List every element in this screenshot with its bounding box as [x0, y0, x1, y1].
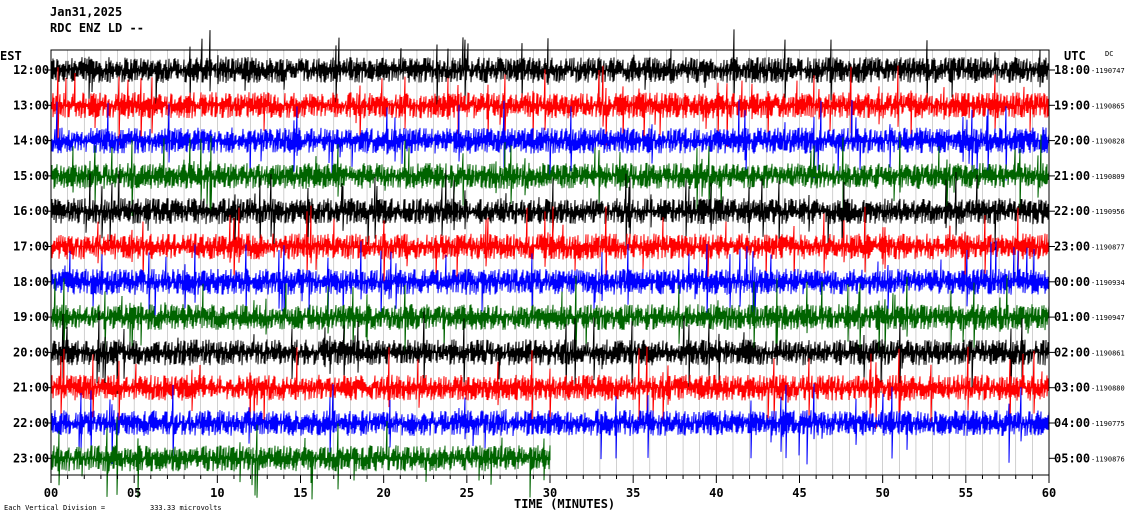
trace-row: [50, 240, 1050, 323]
left-hour-label: 22:00: [13, 416, 49, 430]
x-tick-label: 15: [293, 486, 307, 500]
scale-value: 333.33 microvolts: [150, 504, 222, 512]
left-timezone-label: EST: [0, 49, 22, 63]
left-hour-label: 17:00: [13, 240, 49, 254]
x-tick-label: 35: [626, 486, 640, 500]
left-hour-label: 15:00: [13, 169, 49, 183]
seismic-traces: [50, 29, 1050, 500]
left-hour-label: 14:00: [13, 134, 49, 148]
trace-row: [50, 29, 1050, 111]
trace-row: [50, 311, 1050, 394]
dc-offset-label: -1190809: [1091, 173, 1125, 181]
right-hour-label: 22:00: [1054, 204, 1090, 218]
trace-row: [50, 99, 1050, 182]
right-hour-label: 20:00: [1054, 134, 1090, 148]
left-hour-label: 12:00: [13, 63, 49, 77]
trace-row: [50, 417, 551, 500]
x-tick-label: 05: [127, 486, 141, 500]
dc-offset-label: -1190775: [1091, 420, 1125, 428]
dc-offset-label: -1190828: [1091, 138, 1125, 146]
dc-offset-label: -1190947: [1091, 314, 1125, 322]
trace-row: [50, 346, 1050, 429]
x-tick-label: 50: [875, 486, 889, 500]
trace-row: [50, 169, 1050, 253]
vertical-gridlines: [67, 50, 1033, 475]
dc-offset-label: -1190865: [1091, 102, 1125, 110]
x-axis-ticks: 00 05 10 15 20 25 30 35 40 45 50 55 60: [44, 475, 1056, 500]
right-timezone-label: UTC: [1064, 49, 1086, 63]
x-tick-label: 25: [460, 486, 474, 500]
dc-offset-label: -1190880: [1091, 385, 1125, 393]
x-tick-label: 10: [210, 486, 224, 500]
trace-row: [50, 275, 1050, 358]
x-tick-label: 00: [44, 486, 58, 500]
right-hour-label: 00:00: [1054, 275, 1090, 289]
left-hour-label: 21:00: [13, 381, 49, 395]
trace-row: [50, 134, 1050, 217]
right-hour-label: 23:00: [1054, 240, 1090, 254]
trace-row: [50, 205, 1050, 288]
left-hour-label: 20:00: [13, 345, 49, 359]
dc-offset-label: -1190934: [1091, 279, 1125, 287]
dc-offset-labels: -1190747 -1190865 -1190828 -1190809 -1190956…: [1091, 67, 1125, 463]
scale-note: Each Vertical Division =: [4, 504, 105, 512]
left-hour-label: 19:00: [13, 310, 49, 324]
left-hour-label: 16:00: [13, 204, 49, 218]
right-hour-label: 01:00: [1054, 310, 1090, 324]
dc-column-label: DC: [1105, 50, 1113, 58]
dc-offset-label: -1190877: [1091, 244, 1125, 252]
left-hour-label: 23:00: [13, 451, 49, 465]
right-hour-label: 19:00: [1054, 98, 1090, 112]
date-label: Jan31,2025: [50, 5, 122, 19]
left-hour-labels: 12:00 13:00 14:00 15:00 16:00 17:00 18:00 19:00…: [13, 63, 51, 465]
trace-row: [50, 383, 1050, 465]
dc-offset-label: -1190876: [1091, 455, 1125, 463]
station-label: RDC ENZ LD --: [50, 21, 144, 35]
dc-offset-label: -1190861: [1091, 349, 1125, 357]
trace-row: [50, 65, 1050, 147]
right-hour-label: 02:00: [1054, 345, 1090, 359]
x-tick-label: 30: [543, 486, 557, 500]
left-hour-label: 18:00: [13, 275, 49, 289]
dc-offset-label: -1190956: [1091, 208, 1125, 216]
right-hour-label: 18:00: [1054, 63, 1090, 77]
right-hour-label: 05:00: [1054, 451, 1090, 465]
x-tick-label: 20: [376, 486, 390, 500]
x-tick-label: 40: [709, 486, 723, 500]
x-tick-label: 60: [1042, 486, 1056, 500]
right-hour-label: 21:00: [1054, 169, 1090, 183]
dc-offset-label: -1190747: [1091, 67, 1125, 75]
right-hour-label: 03:00: [1054, 381, 1090, 395]
x-axis-title: TIME (MINUTES): [514, 497, 615, 511]
x-tick-label: 45: [792, 486, 806, 500]
x-tick-label: 55: [959, 486, 973, 500]
right-hour-label: 04:00: [1054, 416, 1090, 430]
left-hour-label: 13:00: [13, 98, 49, 112]
right-hour-labels: 18:00 19:00 20:00 21:00 22:00 23:00 00:00 01:00…: [1049, 63, 1090, 465]
